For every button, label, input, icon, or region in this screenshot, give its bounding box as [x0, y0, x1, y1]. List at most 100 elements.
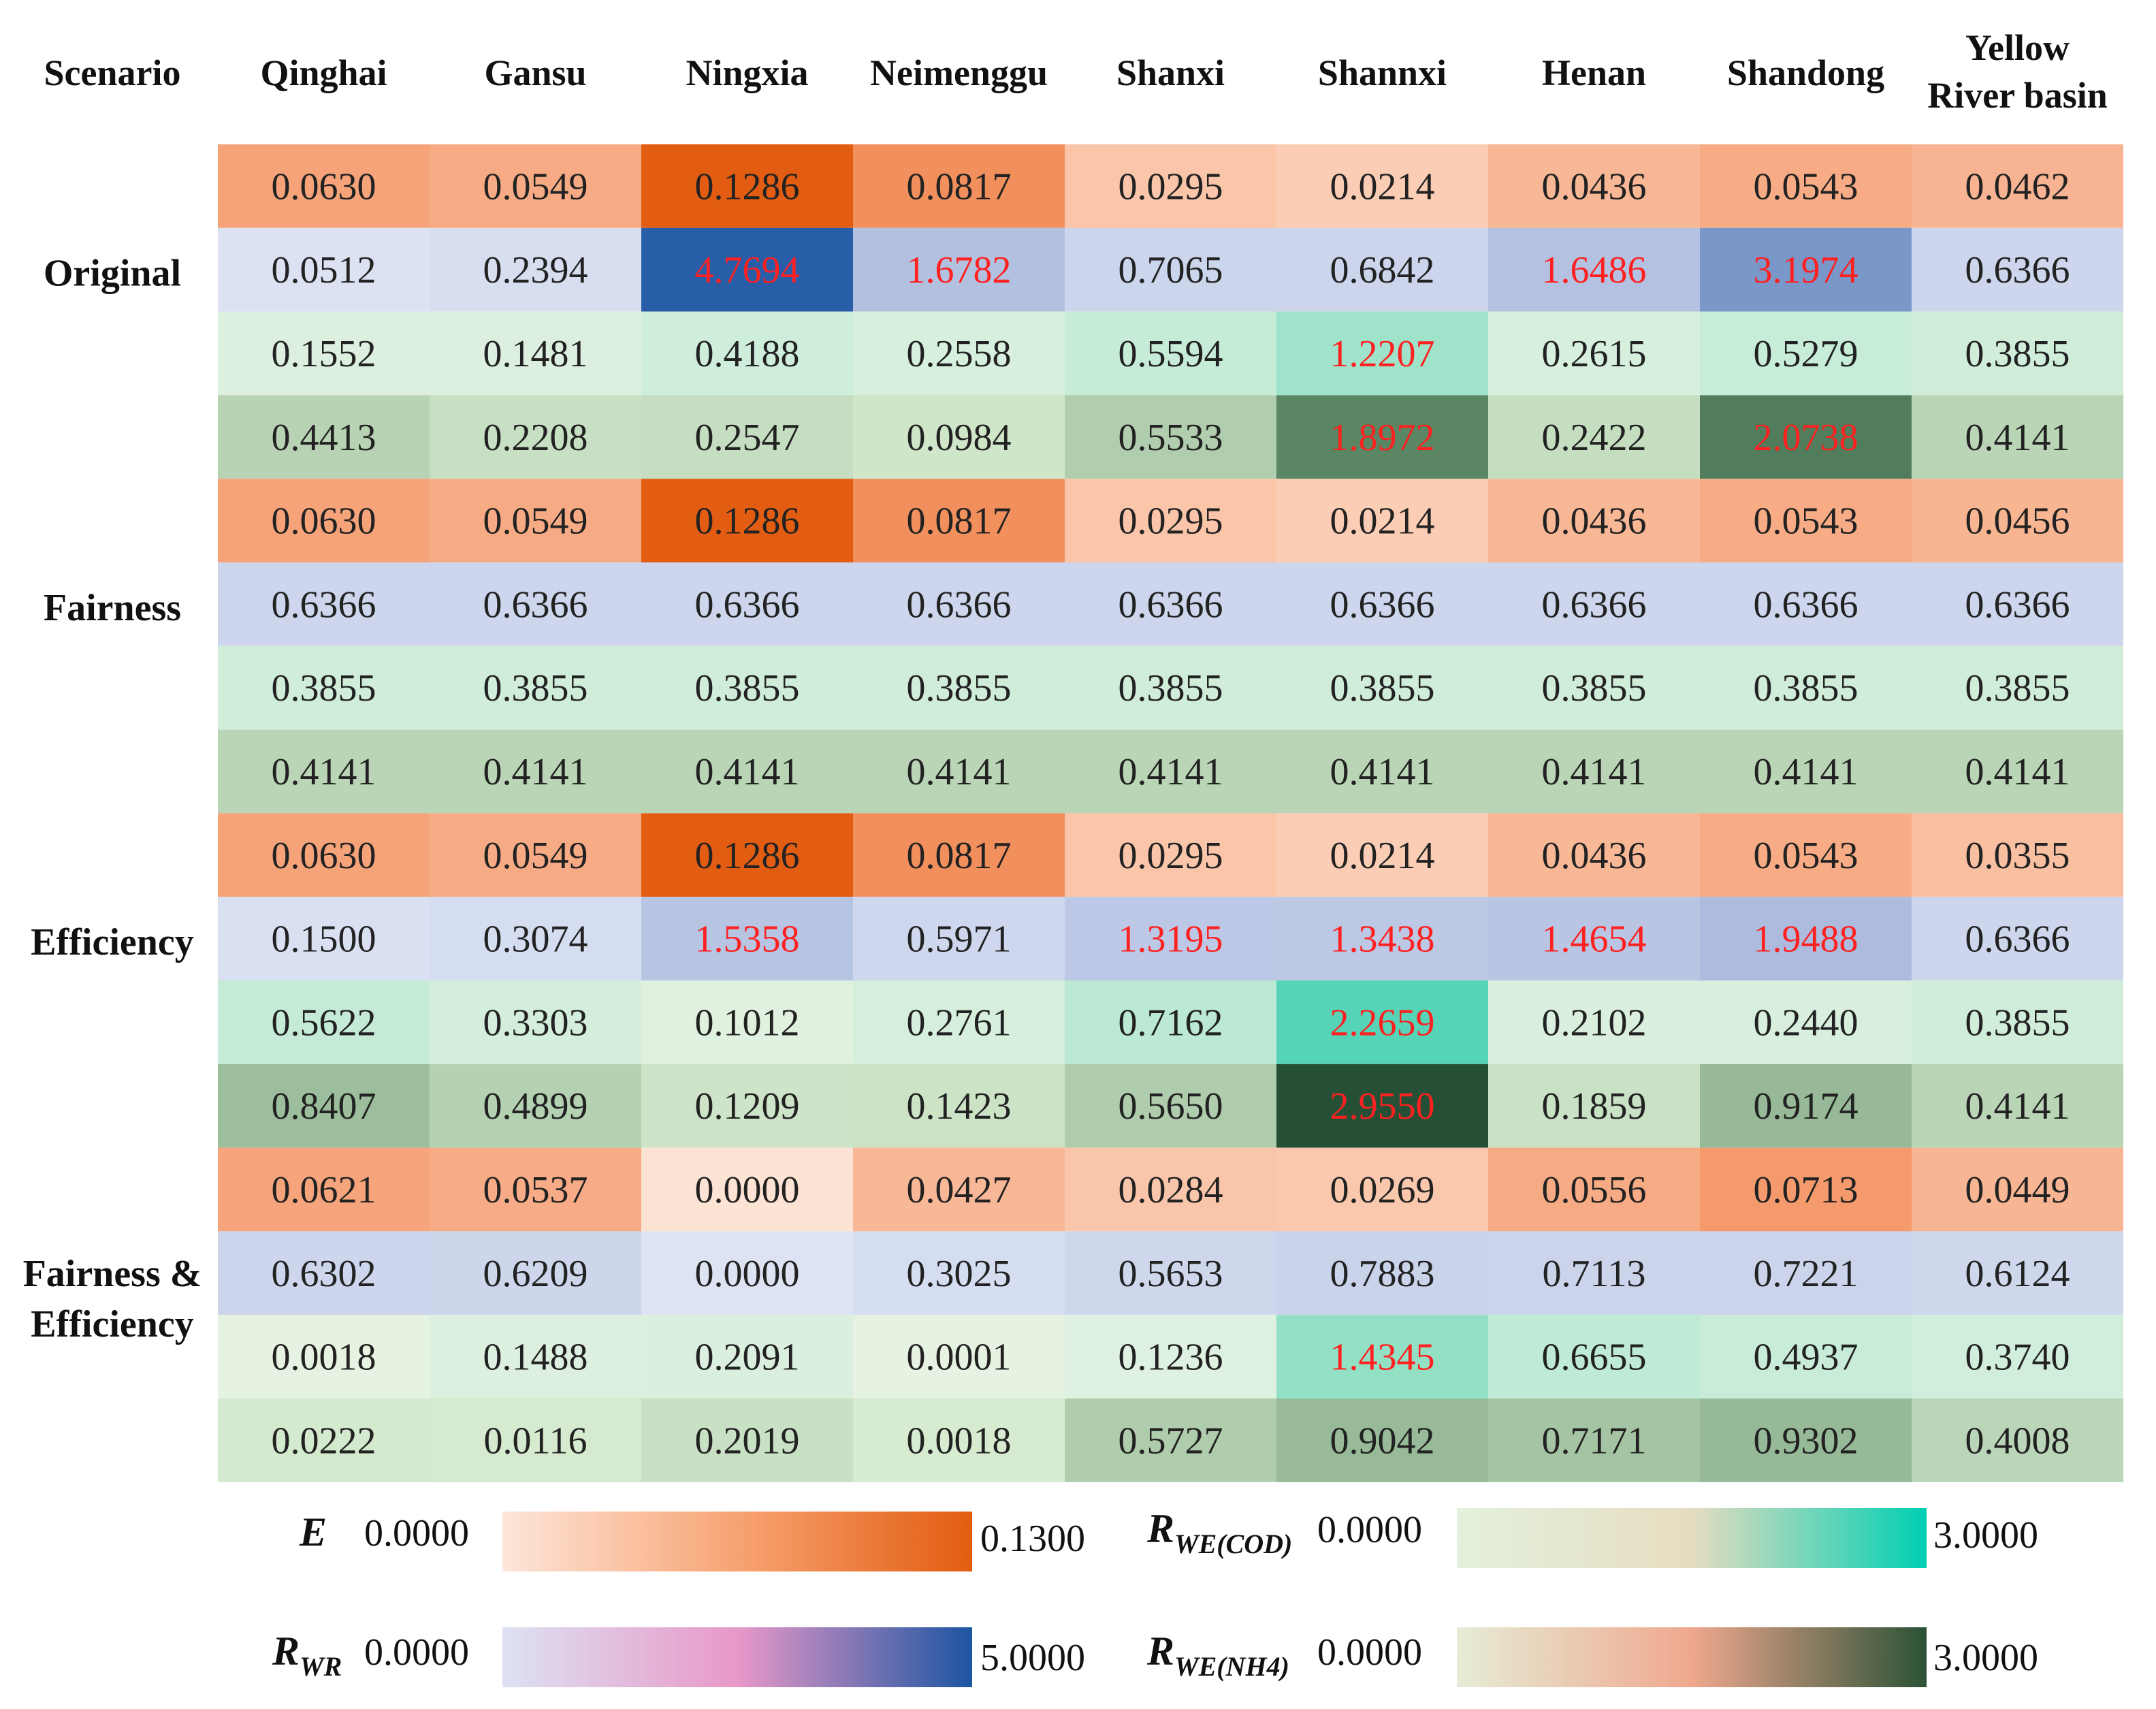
cell-value-label: 0.5653 — [1119, 1253, 1223, 1295]
cell-value-label: 0.6366 — [272, 584, 376, 626]
cell-value-label: 0.6366 — [695, 584, 800, 626]
legend-colorbar — [1457, 1508, 1927, 1568]
cell-value-label: 0.6302 — [272, 1253, 376, 1295]
legend-max-label: 3.0000 — [1933, 1637, 2038, 1679]
legend-min-label: 0.0000 — [364, 1631, 469, 1674]
heatmap-cell — [1912, 1399, 2123, 1482]
heatmap-cell — [1488, 1147, 1700, 1232]
heatmap-cell — [218, 729, 430, 814]
cell-value-label: 0.6366 — [1330, 584, 1435, 626]
cell-value-label: 4.7694 — [695, 249, 800, 291]
legend-symbol: RWE(NH4) — [1146, 1629, 1289, 1682]
cell-value-label: 0.0543 — [1754, 835, 1859, 877]
cell-value-label: 0.4899 — [483, 1085, 588, 1128]
heatmap-cell — [1276, 1231, 1488, 1315]
cell-value-label: 0.3855 — [1119, 667, 1223, 709]
heatmap-cell — [218, 227, 430, 312]
cell-value-label: 0.4141 — [483, 751, 588, 793]
heatmap-cell — [641, 227, 853, 312]
heatmap-cell — [853, 395, 1065, 479]
cell-value-label: 0.5650 — [1119, 1085, 1223, 1128]
cell-value-label: 0.0116 — [484, 1420, 588, 1462]
heatmap-cell — [641, 395, 853, 479]
heatmap-cell — [1276, 1064, 1488, 1148]
heatmap-cell — [1912, 479, 2123, 562]
cell-value-label: 0.1012 — [695, 1002, 800, 1044]
corner-label-scenario: Scenario — [44, 52, 181, 93]
heatmap-cell — [1065, 980, 1276, 1064]
heatmap-cell — [1065, 645, 1276, 730]
legend-colorbar — [502, 1627, 972, 1687]
heatmap-cell — [853, 813, 1065, 897]
heatmap-cell — [1488, 227, 1700, 312]
legend-colorbar — [502, 1512, 972, 1571]
legend-colorbar — [1457, 1627, 1927, 1687]
heatmap-cell — [853, 144, 1065, 228]
cell-value-label: 0.6366 — [907, 584, 1012, 626]
heatmap-cell — [853, 1231, 1065, 1315]
cell-value-label: 0.6209 — [483, 1253, 588, 1295]
heatmap-cell — [430, 980, 641, 1064]
heatmap-cell — [1488, 562, 1700, 646]
heatmap-cell — [1065, 562, 1276, 646]
cell-value-label: 0.2761 — [907, 1002, 1012, 1044]
heatmap-cell — [218, 311, 430, 396]
cell-value-label: 0.4141 — [1965, 1085, 2070, 1128]
cell-value-label: 0.0000 — [695, 1169, 800, 1211]
heatmap-cell — [430, 1064, 641, 1148]
column-header: Yellow — [1965, 27, 2070, 68]
heatmap-cell — [1700, 562, 1912, 646]
cell-value-label: 0.3855 — [483, 667, 588, 709]
cell-value-label: 2.0738 — [1754, 417, 1859, 459]
cell-value-label: 0.6655 — [1542, 1337, 1647, 1379]
cell-value-label: 0.1236 — [1119, 1337, 1223, 1379]
cell-value-label: 0.6366 — [1965, 919, 2070, 961]
cell-value-label: 0.3855 — [695, 667, 800, 709]
cell-value-label: 0.3855 — [1542, 667, 1647, 709]
heatmap-cell — [430, 1231, 641, 1315]
heatmap-cell — [853, 311, 1065, 396]
heatmap-cell — [641, 813, 853, 897]
cell-value-label: 0.1488 — [483, 1337, 588, 1379]
cell-value-label: 0.3074 — [483, 919, 588, 961]
heatmap-cell — [1276, 479, 1488, 562]
heatmap-cell — [641, 1315, 853, 1399]
cell-value-label: 0.5533 — [1119, 417, 1223, 459]
heatmap-cell — [1276, 645, 1488, 730]
heatmap-cell — [218, 1231, 430, 1315]
heatmap-cell — [430, 813, 641, 897]
cell-value-label: 1.3438 — [1330, 919, 1435, 961]
cell-value-label: 0.0543 — [1754, 165, 1859, 208]
cell-value-label: 0.1500 — [272, 919, 376, 961]
cell-value-label: 0.4141 — [907, 751, 1012, 793]
cell-value-label: 0.6366 — [1542, 584, 1647, 626]
cell-value-label: 0.7221 — [1754, 1253, 1859, 1295]
column-headers: Scenario Qinghai Gansu Ningxia Neimenggu Shan… — [44, 27, 2108, 116]
heatmap-cell — [853, 1064, 1065, 1148]
heatmap-cell — [853, 479, 1065, 562]
heatmap-cell — [1488, 813, 1700, 897]
cell-value-label: 0.3855 — [1965, 1002, 2070, 1044]
heatmap-cell — [1488, 311, 1700, 396]
heatmap-cell — [1276, 395, 1488, 479]
cell-value-label: 0.6366 — [1119, 584, 1223, 626]
heatmap-cell — [1276, 562, 1488, 646]
heatmap-cell — [641, 1231, 853, 1315]
legend-symbol: RWR — [272, 1629, 342, 1682]
heatmap-cell — [1488, 479, 1700, 562]
legend-max-label: 0.1300 — [980, 1518, 1085, 1560]
heatmap-cell — [218, 980, 430, 1064]
heatmap-cell — [1488, 395, 1700, 479]
heatmap-cell — [1912, 645, 2123, 730]
legend-symbol-subscript: WE(NH4) — [1174, 1651, 1289, 1682]
cell-value-label: 0.7065 — [1119, 249, 1223, 291]
cell-value-label: 0.6366 — [1965, 584, 2070, 626]
legend-symbol: E — [299, 1510, 327, 1554]
cell-value-label: 0.4141 — [1965, 417, 2070, 459]
cell-value-label: 0.0449 — [1965, 1169, 2070, 1211]
color-legends: E 0.0000 0.1300 RWR 0.0000 5.0000 RWE(COD) 0.00… — [272, 1506, 2038, 1687]
heatmap-cell — [641, 562, 853, 646]
heatmap-cell — [853, 897, 1065, 980]
cell-value-label: 1.8972 — [1330, 417, 1435, 459]
